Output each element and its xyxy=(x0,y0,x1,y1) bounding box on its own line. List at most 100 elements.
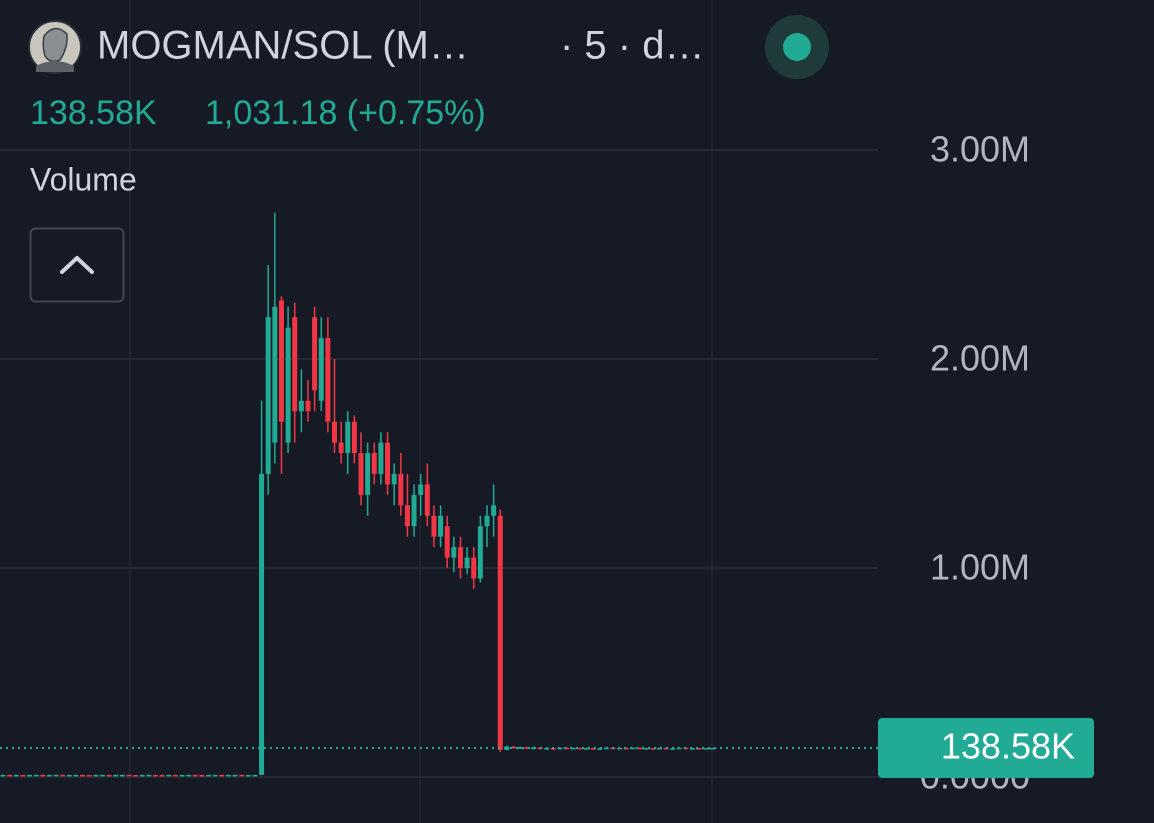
candle-body xyxy=(391,473,397,485)
candle-body xyxy=(438,515,444,537)
candle-body xyxy=(577,747,583,750)
candle-body xyxy=(597,748,603,750)
candle-body xyxy=(7,774,13,777)
candle-body xyxy=(643,748,649,750)
candle-body xyxy=(152,774,158,777)
candle-body xyxy=(20,774,26,777)
grid xyxy=(0,0,878,823)
candle-body xyxy=(99,774,105,777)
candle-body xyxy=(424,484,430,516)
candle-body xyxy=(179,774,185,777)
candle-body xyxy=(517,747,523,749)
candle-body xyxy=(0,774,6,777)
candle-body xyxy=(656,747,662,750)
candle-body xyxy=(46,774,52,777)
candle-body xyxy=(292,317,298,412)
candle-body xyxy=(206,774,212,777)
candle-body xyxy=(484,515,490,527)
candle-body xyxy=(126,774,132,777)
candle-body xyxy=(252,774,258,777)
candle-body xyxy=(385,442,391,485)
candle-body xyxy=(312,317,318,391)
plot xyxy=(0,212,715,777)
candle-body xyxy=(590,748,596,750)
candle-body xyxy=(365,453,371,495)
candle-body xyxy=(630,747,636,750)
candle-body xyxy=(93,774,99,777)
candle-body xyxy=(146,774,152,777)
candle-body xyxy=(464,557,470,568)
last-price: 138.58K xyxy=(30,94,157,132)
candle-body xyxy=(444,526,450,558)
candle-body xyxy=(172,774,178,777)
candle-body xyxy=(696,748,702,750)
collapse-button[interactable] xyxy=(29,227,125,303)
candle-body xyxy=(371,453,377,474)
candle-body xyxy=(451,547,457,558)
candle-body xyxy=(232,774,238,777)
candle-body xyxy=(113,774,119,777)
candle-body xyxy=(564,747,570,750)
candle-body xyxy=(27,774,33,777)
price-change: 1,031.18 (+0.75%) xyxy=(205,94,486,132)
candle-body xyxy=(60,774,66,777)
candle-body xyxy=(166,774,172,777)
candle-body xyxy=(471,557,477,579)
candle-body xyxy=(133,775,139,777)
header: MOGMAN/SOL (M… · 5 · d… 138.58K 1,031.18… xyxy=(28,15,829,303)
symbol-title[interactable]: MOGMAN/SOL (M… xyxy=(97,24,469,68)
candle-body xyxy=(351,421,357,454)
candle-body xyxy=(338,442,344,454)
candle-body xyxy=(703,748,709,750)
candle-body xyxy=(709,748,715,750)
candle-body xyxy=(524,747,530,749)
candle-body xyxy=(650,748,656,750)
candle-body xyxy=(239,774,245,777)
candle-body xyxy=(13,774,19,777)
candle-body xyxy=(623,747,629,750)
candle-body xyxy=(570,747,576,750)
candle-body xyxy=(159,774,165,777)
candle-body xyxy=(73,774,79,777)
candle-body xyxy=(119,774,125,777)
candle-body xyxy=(225,774,231,777)
candle-body xyxy=(491,505,497,516)
candle-body xyxy=(80,774,86,777)
candle-body xyxy=(418,484,424,495)
candle-body xyxy=(411,494,417,527)
y-tick-label: 2.00M xyxy=(930,338,1030,379)
candle-body xyxy=(305,400,311,412)
avatar-body xyxy=(36,61,74,72)
candle-body xyxy=(404,505,410,527)
candle-body xyxy=(504,746,510,750)
candle-body xyxy=(53,774,59,777)
candle-body xyxy=(265,317,271,474)
candle-body xyxy=(670,748,676,750)
candle-body xyxy=(86,774,92,777)
indicator-label: Volume xyxy=(30,161,137,197)
candle-body xyxy=(278,300,284,422)
candle-body xyxy=(139,774,145,777)
candle-body xyxy=(259,473,265,775)
candle-body xyxy=(285,327,291,443)
status-dot xyxy=(783,33,811,61)
interval[interactable]: · 5 · d… xyxy=(560,24,704,68)
candle-body xyxy=(477,526,483,579)
candle-body xyxy=(186,774,192,777)
price-label: 138.58K xyxy=(941,726,1075,767)
y-tick-label: 3.00M xyxy=(930,129,1030,170)
candle-body xyxy=(318,338,324,401)
candle-body xyxy=(332,421,337,443)
candle-body xyxy=(457,547,463,568)
y-tick-label: 1.00M xyxy=(930,547,1030,588)
candle-body xyxy=(212,774,218,777)
price-label-box xyxy=(878,718,1094,779)
candle-body xyxy=(511,746,517,749)
candle-body xyxy=(378,442,384,474)
chevron-up-icon xyxy=(60,256,94,274)
candle-body xyxy=(497,515,503,750)
candle-body xyxy=(345,421,351,454)
avatar-face xyxy=(42,27,68,63)
